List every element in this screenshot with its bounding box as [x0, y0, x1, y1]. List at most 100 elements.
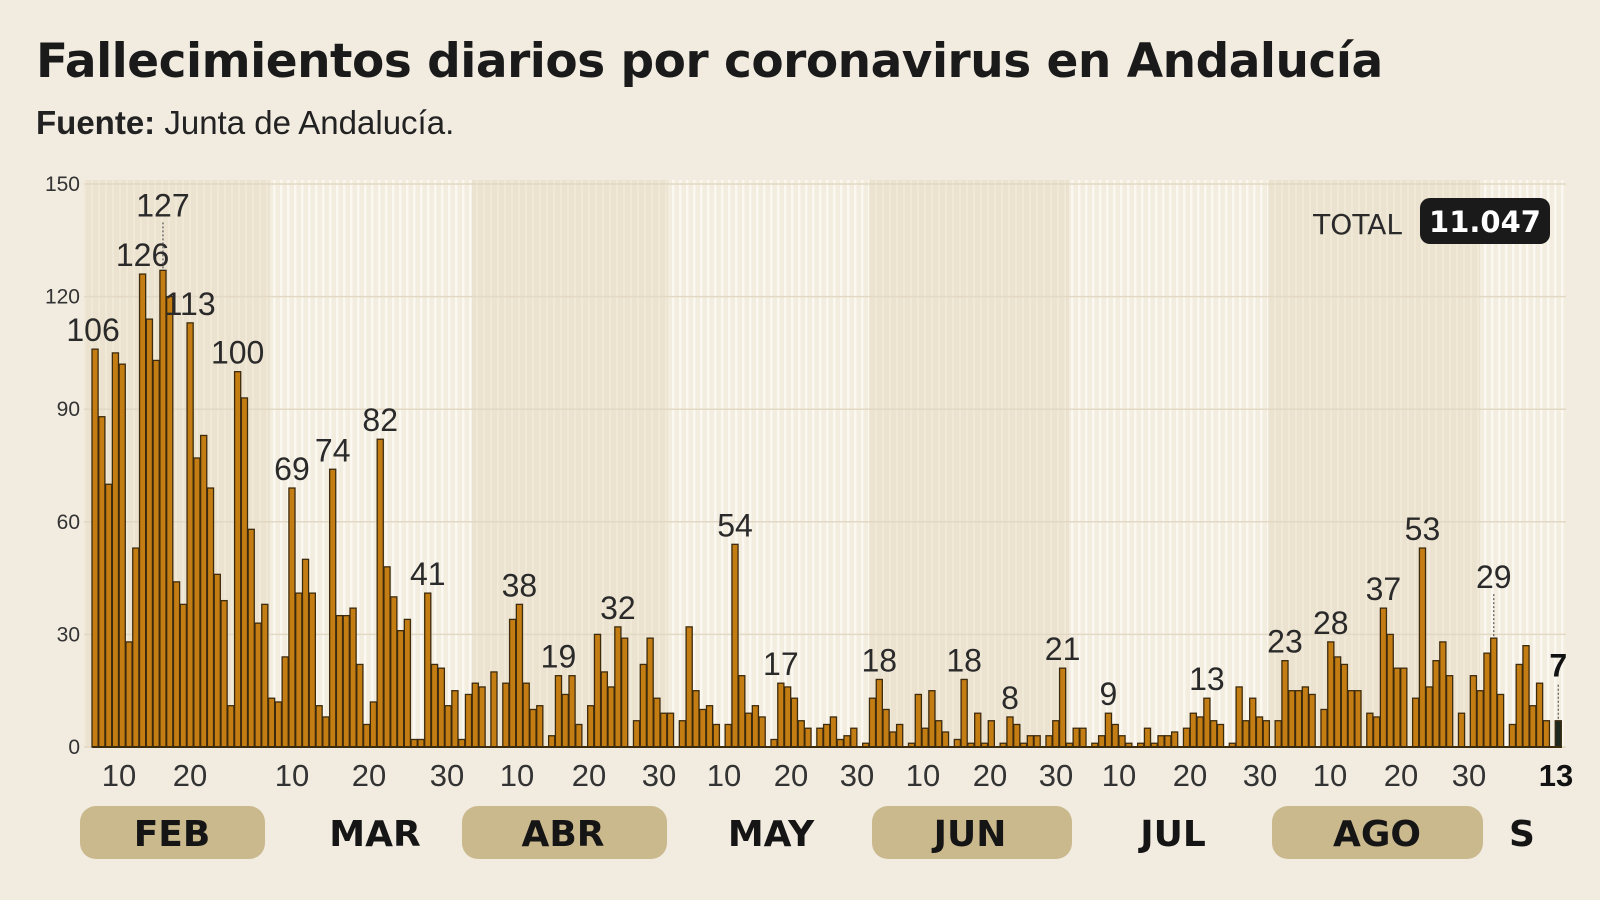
bar [960, 678, 968, 748]
bar [934, 720, 943, 748]
bar [1216, 723, 1225, 748]
bar [125, 641, 133, 748]
bar [554, 675, 563, 748]
month-band-may [668, 180, 869, 747]
total-label: TOTAL [1312, 208, 1402, 241]
data-label: 53 [1405, 511, 1441, 547]
bar [744, 712, 753, 748]
data-label: 21 [1045, 631, 1081, 667]
bar [328, 468, 337, 748]
data-label: 38 [502, 567, 538, 603]
bar [607, 686, 615, 748]
bar [179, 603, 188, 748]
bar [206, 487, 215, 748]
data-label: 74 [315, 432, 351, 468]
total-value: 11.047 [1429, 205, 1541, 239]
bar [91, 348, 99, 748]
bar [1425, 686, 1433, 748]
bar [172, 581, 181, 748]
bar [738, 675, 746, 748]
bar [1058, 667, 1067, 748]
bar [1354, 690, 1362, 748]
x-tick-label: 20 [1173, 758, 1207, 793]
bar [843, 735, 851, 748]
data-label: 13 [1189, 661, 1225, 697]
bar [816, 727, 824, 748]
bar [653, 697, 661, 748]
y-tick-label: 120 [45, 286, 80, 309]
bar [1262, 720, 1271, 748]
bar [403, 618, 412, 748]
bar [1366, 712, 1374, 748]
x-tick-label: 10 [500, 758, 534, 793]
total-value-background [1420, 198, 1550, 244]
month-band-jun [869, 180, 1069, 747]
bar [1508, 723, 1517, 748]
bar [383, 566, 391, 748]
bar [410, 738, 418, 748]
bar [836, 738, 844, 748]
bar [1294, 690, 1303, 748]
bar [1111, 723, 1119, 748]
y-tick-label: 150 [45, 173, 80, 196]
bar [1490, 637, 1498, 748]
month-label-s: S [1509, 814, 1535, 855]
data-label: 23 [1267, 624, 1303, 660]
bar [98, 416, 106, 748]
bar [666, 712, 675, 748]
y-tick-label: 60 [57, 511, 80, 534]
bar [471, 682, 479, 748]
bar [1045, 735, 1053, 748]
bar [227, 705, 235, 748]
bar [829, 716, 838, 748]
data-label: 37 [1366, 571, 1402, 607]
month-band-jul [1069, 180, 1268, 747]
bar [464, 693, 473, 748]
bar [1535, 682, 1544, 748]
bar [1182, 727, 1191, 748]
bar [220, 599, 228, 748]
bar [417, 738, 425, 748]
bar [882, 708, 890, 748]
bar [1281, 660, 1289, 748]
data-label: 126 [116, 237, 169, 273]
month-label-abr: ABR [521, 814, 604, 855]
bar [166, 295, 174, 748]
data-label: 9 [1100, 676, 1118, 712]
bar [1333, 656, 1342, 748]
bar [953, 738, 962, 748]
bar [267, 697, 276, 748]
bar [1301, 686, 1310, 748]
bar [1418, 547, 1427, 748]
bar [1255, 716, 1264, 748]
bar [274, 701, 283, 748]
x-tick-label: 30 [1039, 758, 1073, 793]
bar [1209, 720, 1218, 748]
bar [111, 352, 120, 748]
bar [369, 701, 378, 748]
bar [1327, 641, 1335, 748]
bar [390, 596, 398, 748]
data-label: 19 [541, 639, 577, 675]
bar [132, 547, 140, 748]
bar [1457, 712, 1466, 748]
x-tick-label: 20 [572, 758, 606, 793]
bar [522, 682, 530, 748]
source-label: Fuente: [36, 104, 156, 141]
bar [247, 528, 255, 748]
bar [1320, 708, 1328, 748]
bar [1189, 712, 1198, 748]
x-tick-label: 10 [1313, 758, 1347, 793]
month-pill-jun [872, 806, 1072, 859]
bar [928, 690, 936, 748]
data-label: 113 [165, 286, 216, 322]
bar [614, 626, 622, 748]
data-label: 82 [362, 402, 398, 438]
bar [396, 630, 405, 748]
data-label: 28 [1313, 605, 1349, 641]
bar [430, 663, 439, 748]
month-pill-feb [80, 806, 265, 859]
bar [240, 397, 249, 748]
x-tick-label: 20 [774, 758, 808, 793]
